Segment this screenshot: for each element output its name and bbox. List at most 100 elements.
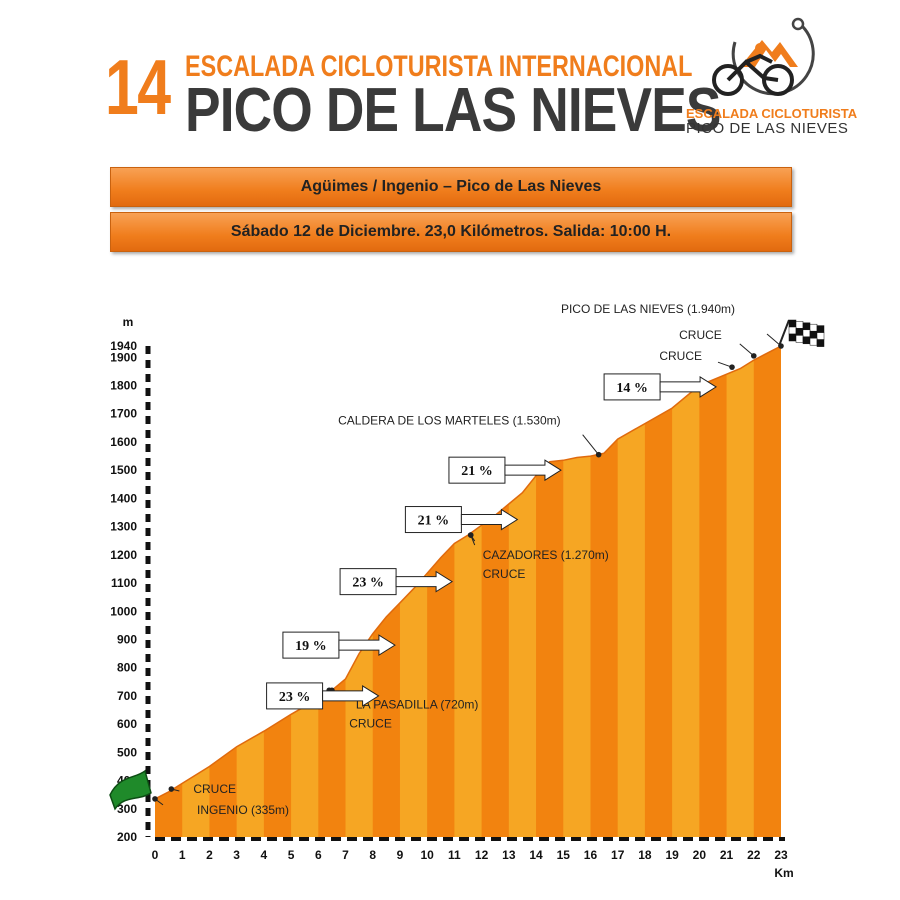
elevation-band	[236, 346, 265, 837]
info-banner: Sábado 12 de Diciembre. 23,0 Kilómetros.…	[110, 212, 792, 252]
elevation-band	[182, 346, 210, 837]
grade-label: 14 %	[616, 381, 648, 396]
elevation-band	[155, 346, 183, 837]
annotation-point	[750, 353, 757, 359]
grade-callout: 21 %	[404, 506, 519, 534]
annotation-point	[168, 786, 175, 792]
y-axis-label: m	[123, 315, 134, 329]
logo-text-bottom: PICO DE LAS NIEVES	[686, 120, 849, 137]
elevation-band	[454, 346, 483, 837]
x-tick-label: 3	[233, 848, 240, 862]
y-tick-label: 300	[117, 802, 137, 816]
annotation-leader	[582, 434, 600, 455]
elevation-band	[644, 346, 673, 837]
x-tick-label: 22	[747, 848, 761, 862]
start-flag-icon	[109, 769, 152, 811]
route-text: Agüimes / Ingenio – Pico de Las Nieves	[300, 178, 602, 195]
elevation-band	[699, 346, 728, 837]
x-tick-label: 7	[342, 848, 349, 862]
y-tick-label: 1600	[110, 435, 137, 449]
annotation-label: CRUCE	[193, 782, 236, 796]
grade-label: 21 %	[418, 514, 450, 529]
x-tick-label: 19	[665, 848, 679, 862]
grade-label: 23 %	[279, 690, 311, 705]
grade-label: 23 %	[352, 576, 384, 591]
elevation-band	[672, 346, 700, 837]
annotation-label: PICO DE LAS NIEVES (1.940m)	[561, 302, 735, 316]
annotation-label: CRUCE	[679, 328, 722, 342]
logo-text-top: ESCALADA CICLOTURISTA	[686, 106, 858, 121]
annotation-point	[467, 532, 474, 538]
event-subtitle: ESCALADA CICLOTURISTA INTERNACIONAL	[185, 50, 693, 83]
elevation-band	[753, 346, 781, 837]
grade-arrow	[659, 376, 718, 398]
grade-arrow	[504, 459, 562, 482]
x-tick-label: 4	[261, 848, 268, 862]
y-tick-label: 1400	[110, 491, 137, 505]
x-tick-label: 8	[369, 848, 376, 862]
annotation-point	[152, 796, 158, 802]
y-tick-label: 500	[117, 745, 137, 759]
elevation-band	[263, 346, 292, 837]
y-tick-label: 200	[117, 830, 137, 844]
edition-number: 14	[105, 43, 171, 131]
grade-arrow	[338, 634, 396, 657]
x-tick-label: 18	[638, 848, 652, 862]
annotation-label: CAZADORES (1.270m)	[483, 548, 609, 562]
grade-callout: 23 %	[339, 568, 454, 596]
grade-label: 21 %	[461, 464, 493, 479]
finish-flag-icon	[778, 319, 825, 347]
elevation-band	[617, 346, 646, 837]
annotation-label: CALDERA DE LOS MARTELES (1.530m)	[338, 414, 561, 428]
x-tick-label: 21	[720, 848, 734, 862]
y-tick-label: 1200	[110, 548, 137, 562]
elevation-band	[536, 346, 564, 837]
x-tick-label: 9	[397, 848, 404, 862]
x-tick-label: 23	[774, 848, 788, 862]
grade-arrow	[322, 685, 380, 707]
annotation-leader	[766, 333, 782, 347]
x-tick-label: 13	[502, 848, 516, 862]
x-tick-label: 11	[448, 848, 461, 862]
x-tick-label: 2	[206, 848, 213, 862]
route-banner: Agüimes / Ingenio – Pico de Las Nieves	[110, 167, 792, 207]
info-text: Sábado 12 de Diciembre. 23,0 Kilómetros.…	[230, 223, 672, 240]
y-tick-label: 600	[117, 717, 137, 731]
x-tick-label: 0	[152, 848, 159, 862]
y-tick-label: 900	[117, 632, 137, 646]
y-tick-label: 800	[117, 661, 137, 675]
y-tick-label: 1900	[110, 350, 137, 364]
grade-label: 19 %	[295, 639, 327, 654]
x-tick-label: 14	[529, 848, 543, 862]
annotation-label: CRUCE	[659, 349, 702, 363]
annotation-point	[595, 451, 602, 458]
x-tick-label: 12	[475, 848, 489, 862]
annotation-point	[729, 364, 735, 370]
grade-callout: 21 %	[448, 456, 562, 484]
y-tick-label: 1300	[110, 520, 137, 534]
y-tick-label: 1700	[110, 407, 137, 421]
elevation-band	[209, 346, 238, 837]
cyclist-logo-icon	[712, 17, 815, 96]
annotation-label: CRUCE	[483, 567, 526, 581]
x-tick-label: 16	[584, 848, 598, 862]
x-tick-label: 5	[288, 848, 295, 862]
event-title: PICO DE LAS NIEVES	[185, 76, 721, 145]
elevation-band	[726, 346, 755, 837]
x-tick-label: 15	[557, 848, 571, 862]
y-tick-label: 1940	[110, 339, 137, 353]
grade-callout: 19 %	[282, 631, 396, 659]
annotation-label: CRUCE	[349, 716, 392, 730]
annotation-label: INGENIO (335m)	[197, 803, 289, 817]
y-tick-label: 1800	[110, 379, 137, 393]
annotation-leader	[739, 343, 755, 357]
grade-callout: 23 %	[266, 682, 380, 710]
x-axis-label: Km	[774, 866, 793, 880]
y-tick-label: 700	[117, 689, 137, 703]
y-tick-label: 1000	[110, 604, 137, 618]
x-tick-label: 17	[611, 848, 625, 862]
profile-outline	[154, 345, 782, 800]
y-tick-label: 1500	[110, 463, 137, 477]
grade-callout: 14 %	[603, 373, 718, 401]
